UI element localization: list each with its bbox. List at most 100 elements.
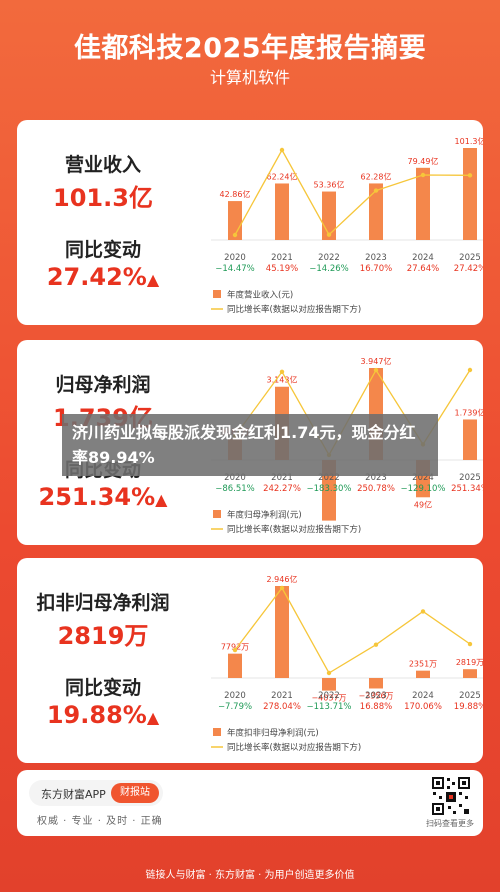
year-tick-2022: 2022	[318, 253, 340, 263]
deducted-profit-card: 扣非归母净利润 2819万 同比变动 19.88%▲ 7792万 2.946亿 −4…	[17, 558, 483, 763]
bar-2020	[228, 201, 242, 240]
growth-point-2022	[326, 232, 332, 237]
growth-label-2022: −14.26%	[309, 264, 349, 274]
bar-2021	[275, 183, 289, 240]
year-tick-2021: 2021	[271, 253, 293, 263]
legend-bar-swatch	[213, 510, 221, 518]
change-value: 27.42%▲	[17, 263, 189, 291]
growth-point-2023	[373, 188, 379, 193]
legend-bar-label: 年度营业收入(元)	[227, 290, 293, 301]
revenue-card: 营业收入 101.3亿 同比变动 27.42%▲ 42.86亿 62.24亿 53.…	[17, 120, 483, 325]
up-arrow-icon: ▲	[146, 708, 160, 727]
revenue-summary: 营业收入 101.3亿 同比变动 27.42%▲	[17, 120, 189, 325]
bar-label-2022: −4037万	[311, 694, 346, 703]
qr-code-icon[interactable]	[431, 776, 471, 816]
year-tick-2025: 2025	[459, 473, 481, 483]
app-card: 东方财富APP 财报站 权威 · 专业 · 及时 · 正确 扫码查看更多	[17, 770, 483, 836]
report-header: 佳都科技2025年度报告摘要 计算机软件	[0, 0, 500, 110]
growth-label-2022: −113.71%	[307, 702, 352, 712]
growth-point-2020	[232, 232, 238, 238]
report-subtitle: 计算机软件	[209, 68, 290, 87]
year-tick-2021: 2021	[271, 691, 293, 701]
growth-label-2023: 16.70%	[360, 264, 392, 274]
metric-label: 归母净利润	[55, 374, 151, 396]
metric-value: 101.3亿	[53, 184, 153, 212]
growth-point-2021	[279, 147, 285, 153]
bar-2024	[416, 670, 430, 678]
change-value-text: 27.42%	[46, 263, 147, 291]
change-value-text: 19.88%	[46, 701, 147, 729]
legend-bar-swatch	[213, 728, 221, 736]
up-arrow-icon: ▲	[155, 490, 168, 509]
growth-label-2022: −183.30%	[307, 484, 352, 494]
bar-2024	[416, 167, 430, 240]
growth-point-2025	[467, 641, 473, 647]
growth-label-2025: 19.88%	[454, 702, 483, 712]
growth-label-2020: −86.51%	[215, 484, 255, 494]
growth-point-2024	[420, 609, 426, 614]
bar-label-2022: 53.36亿	[314, 180, 345, 190]
growth-point-2022	[326, 670, 332, 676]
year-tick-2022: 2022	[318, 473, 340, 483]
bar-label-2023: 3.947亿	[361, 356, 392, 366]
up-arrow-icon: ▲	[146, 270, 160, 289]
bar-label-2024: 79.49亿	[408, 156, 439, 166]
qr-caption: 扫码查看更多	[426, 819, 474, 828]
growth-label-2021: 242.27%	[263, 484, 301, 494]
bar-label-2021: 2.946亿	[267, 574, 298, 584]
legend-bar-label: 年度扣非归母净利润(元)	[227, 728, 319, 739]
bar-2022	[322, 678, 336, 691]
bar-2025	[463, 148, 477, 240]
growth-label-2023: 16.88%	[360, 702, 392, 712]
growth-label-2021: 278.04%	[263, 702, 301, 712]
growth-line	[234, 148, 471, 236]
year-tick-2025: 2025	[459, 691, 481, 701]
bar-2025	[463, 669, 477, 678]
report-station-button[interactable]: 财报站	[111, 783, 159, 803]
app-pill[interactable]: 东方财富APP 财报站	[29, 780, 163, 806]
metric-value: 2819万	[57, 622, 149, 650]
growth-label-2024: 27.64%	[407, 264, 439, 274]
growth-point-2023	[373, 367, 379, 373]
bar-label-2024: 2351万	[409, 660, 437, 669]
growth-label-2025: 251.34%	[451, 484, 483, 494]
bar-label-2025: 1.739亿	[455, 407, 483, 417]
change-label: 同比变动	[64, 677, 141, 699]
revenue-chart: 42.86亿 62.24亿 53.36亿 62.28亿 79.49亿 101.3亿 2020…	[211, 136, 483, 315]
growth-point-2025	[467, 367, 473, 373]
year-tick-2022: 2022	[318, 691, 340, 701]
year-tick-2024: 2024	[412, 253, 434, 263]
growth-label-2021: 45.19%	[266, 264, 298, 274]
growth-point-2020	[232, 647, 238, 653]
year-tick-2023: 2023	[365, 473, 387, 483]
bar-label-2020: 42.86亿	[220, 189, 251, 199]
bar-2020	[228, 653, 242, 678]
deducted-profit-summary: 扣非归母净利润 2819万 同比变动 19.88%▲	[17, 558, 189, 763]
app-slogan: 权威 · 专业 · 及时 · 正确	[37, 816, 163, 827]
bar-label-2025: 2819万	[456, 658, 483, 667]
bar-label-2023: −3356万	[358, 691, 393, 700]
growth-label-2024: 170.06%	[404, 702, 442, 712]
deducted-profit-chart: 7792万 2.946亿 −4037万 −3356万 2351万 2819万 2020−7.…	[211, 574, 483, 753]
bar-label-2020: 7792万	[221, 643, 249, 652]
change-value: 251.34%▲	[17, 483, 189, 511]
metric-label: 营业收入	[64, 154, 141, 176]
bar-label-2025: 101.3亿	[455, 136, 483, 146]
year-tick-2024: 2024	[412, 691, 434, 701]
growth-label-2023: 250.78%	[357, 484, 395, 494]
bar-label-2021: 62.24亿	[267, 171, 298, 181]
growth-point-2021	[279, 369, 285, 374]
report-title: 佳都科技2025年度报告摘要	[73, 33, 427, 64]
change-value: 19.88%▲	[17, 701, 189, 729]
news-banner[interactable]: 济川药业拟每股派发现金红利1.74元，现金分红率89.94%	[62, 414, 438, 476]
metric-label: 扣非归母净利润	[36, 592, 170, 614]
year-tick-2023: 2023	[365, 253, 387, 263]
growth-line	[234, 586, 471, 674]
change-value-text: 251.34%	[38, 483, 156, 511]
year-tick-2023: 2023	[365, 691, 387, 701]
legend-bar-swatch	[213, 290, 221, 298]
year-tick-2025: 2025	[459, 253, 481, 263]
growth-point-2023	[373, 642, 379, 647]
year-tick-2021: 2021	[271, 473, 293, 483]
growth-label-2024: −129.10%	[401, 484, 446, 494]
